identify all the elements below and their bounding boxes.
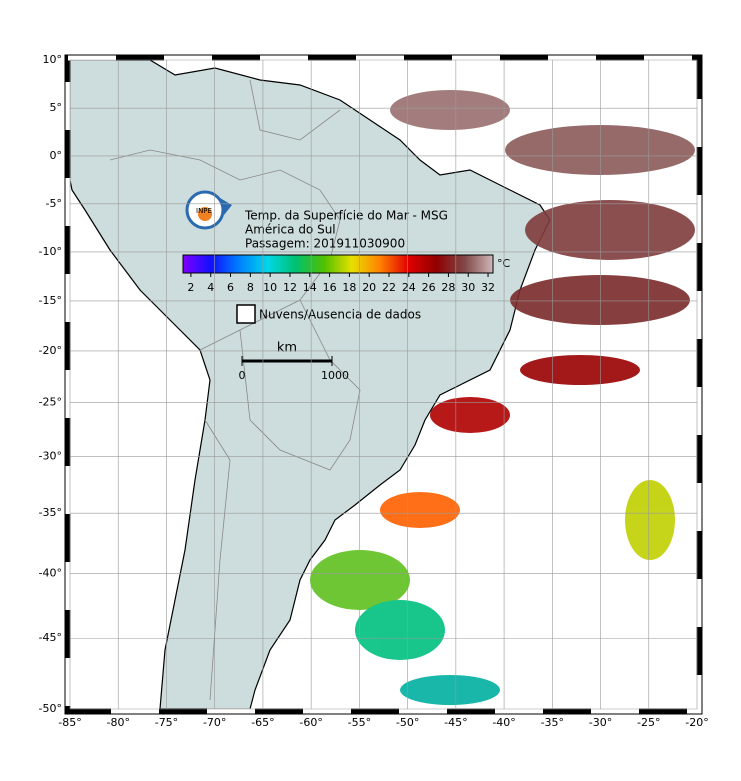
colorbar-tick-label: 28 bbox=[441, 281, 455, 294]
colorbar-tick-label: 10 bbox=[263, 281, 277, 294]
pass-time: Passagem: 201911030900 bbox=[245, 237, 405, 251]
colorbar-tick-label: 20 bbox=[362, 281, 376, 294]
colorbar-tick-label: 12 bbox=[283, 281, 297, 294]
lon-tick-label: -80° bbox=[106, 716, 129, 729]
scale-bar bbox=[241, 356, 333, 366]
colorbar-tick-label: 8 bbox=[247, 281, 254, 294]
borders bbox=[109, 79, 361, 701]
lon-tick-label: -25° bbox=[637, 716, 660, 729]
colorbar-tick-label: 18 bbox=[342, 281, 356, 294]
lon-tick-label: -70° bbox=[203, 716, 226, 729]
lon-tick-label: -75° bbox=[155, 716, 178, 729]
lat-tick-label: -50° bbox=[39, 702, 62, 715]
legend-swatch bbox=[236, 304, 256, 324]
colorbar-tick-label: 30 bbox=[461, 281, 475, 294]
lon-tick-label: -65° bbox=[251, 716, 274, 729]
lon-tick-label: -20° bbox=[685, 716, 708, 729]
lon-tick-label: -60° bbox=[299, 716, 322, 729]
scale-unit: km bbox=[277, 341, 297, 356]
colorbar-tick-label: 16 bbox=[323, 281, 337, 294]
lat-tick-label: -25° bbox=[39, 396, 62, 409]
colorbar-tick-label: 6 bbox=[227, 281, 234, 294]
lon-tick-label: -85° bbox=[58, 716, 81, 729]
lon-tick-label: -45° bbox=[444, 716, 467, 729]
lon-tick-label: -55° bbox=[348, 716, 371, 729]
graticule bbox=[69, 59, 698, 710]
lat-tick-label: -10° bbox=[39, 245, 62, 258]
lat-tick-label: -15° bbox=[39, 294, 62, 307]
lat-tick-label: -45° bbox=[39, 631, 62, 644]
lon-tick-label: -40° bbox=[492, 716, 515, 729]
inpe-logo: INPE bbox=[185, 190, 232, 230]
lat-tick-label: 0° bbox=[50, 149, 63, 162]
colorbar-tick-label: 32 bbox=[481, 281, 495, 294]
lat-tick-label: -5° bbox=[46, 197, 62, 210]
lon-tick-label: -50° bbox=[396, 716, 419, 729]
lat-tick-label: -20° bbox=[39, 344, 62, 357]
title: Temp. da Superfície do Mar - MSG bbox=[244, 209, 448, 223]
colorbar-tick-label: 2 bbox=[187, 281, 194, 294]
colorbar-unit: °C bbox=[497, 257, 511, 270]
lon-tick-label: -30° bbox=[589, 716, 612, 729]
lat-tick-label: -35° bbox=[39, 506, 62, 519]
colorbar-tick-label: 4 bbox=[207, 281, 214, 294]
colorbar-tick-label: 14 bbox=[303, 281, 317, 294]
colorbar-tick-label: 22 bbox=[382, 281, 396, 294]
colorbar bbox=[182, 254, 494, 274]
colorbar-tick-label: 26 bbox=[422, 281, 436, 294]
logo-text: INPE bbox=[196, 207, 212, 215]
scale-end: 1000 bbox=[321, 369, 349, 382]
lat-tick-label: -40° bbox=[39, 566, 62, 579]
scale-start: 0 bbox=[239, 369, 246, 382]
sst-patches bbox=[310, 90, 695, 705]
lat-tick-label: 5° bbox=[50, 101, 63, 114]
lon-tick-label: -35° bbox=[541, 716, 564, 729]
lat-tick-label: 10° bbox=[43, 53, 63, 66]
colorbar-tick-label: 24 bbox=[402, 281, 416, 294]
legend-label: Nuvens/Ausencia de dados bbox=[259, 308, 421, 322]
region: América do Sul bbox=[245, 223, 336, 237]
lat-tick-label: -30° bbox=[39, 450, 62, 463]
map-frame bbox=[64, 54, 703, 715]
